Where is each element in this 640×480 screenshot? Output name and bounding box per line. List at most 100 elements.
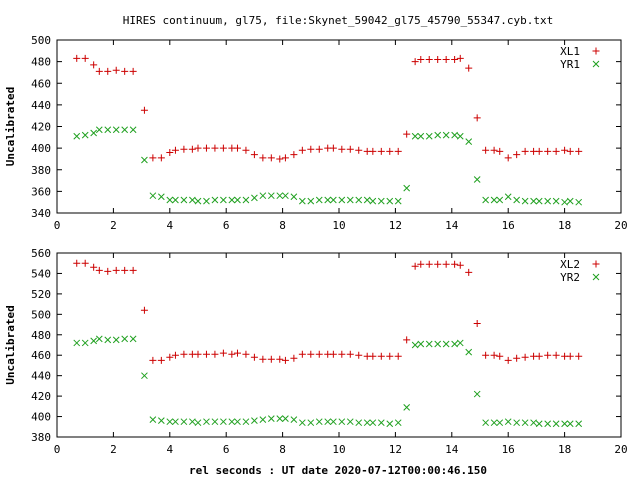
plus-point (346, 350, 354, 358)
plus-point (281, 154, 289, 162)
cross-point (276, 192, 284, 200)
cross-point (228, 196, 236, 204)
y-tick-label: 540 (31, 267, 51, 280)
plus-point (112, 66, 120, 74)
cross-point (575, 198, 583, 206)
cross-point (251, 194, 258, 202)
cross-point (95, 335, 103, 343)
plus-point (121, 67, 129, 75)
cross-point (363, 196, 371, 204)
plus-point (504, 154, 512, 162)
cross-point (276, 415, 284, 422)
plus-point (434, 260, 442, 268)
y-tick-label: 400 (31, 142, 51, 155)
cross-point (544, 197, 552, 205)
cross-point (355, 196, 363, 204)
legend-marker (592, 60, 600, 68)
plus-point (166, 148, 174, 156)
cross-point (166, 418, 174, 426)
cross-point (307, 197, 315, 205)
plus-point (456, 54, 464, 62)
plus-point (242, 146, 250, 154)
plus-point (233, 349, 241, 357)
plus-point (259, 154, 267, 162)
cross-point (482, 419, 489, 427)
legend-label: XL2 (560, 258, 580, 271)
plus-point (552, 147, 560, 155)
cross-point (324, 418, 332, 426)
x-tick-label: 4 (166, 443, 173, 456)
cross-point (104, 126, 112, 134)
y-tick-label: 420 (31, 390, 51, 403)
cross-point (490, 196, 498, 204)
plus-point (281, 356, 289, 364)
plus-point (290, 354, 298, 362)
plus-point (202, 350, 210, 358)
cross-point (267, 192, 275, 200)
cross-point (346, 196, 354, 204)
cross-point (290, 416, 298, 423)
cross-point (377, 419, 385, 427)
cross-point (403, 184, 411, 192)
cross-point (369, 419, 377, 427)
cross-point (566, 197, 574, 205)
plus-point (521, 147, 529, 155)
plus-point (369, 147, 377, 155)
cross-point (425, 340, 433, 348)
cross-point (411, 132, 419, 140)
cross-point (530, 419, 537, 427)
cross-point (242, 196, 250, 204)
plus-point (73, 259, 81, 267)
cross-point (346, 418, 354, 426)
cross-point (112, 336, 120, 344)
plus-point (403, 130, 411, 138)
cross-point (535, 197, 543, 205)
x-tick-label: 14 (445, 219, 459, 232)
cross-point (73, 132, 81, 140)
cross-point (104, 336, 112, 344)
plus-point (149, 356, 157, 364)
cross-point (504, 193, 512, 201)
plus-point (95, 266, 103, 274)
cross-point (561, 420, 568, 428)
cross-point (112, 126, 120, 134)
plus-point (521, 353, 529, 361)
cross-point (521, 419, 529, 427)
cross-point (490, 419, 498, 427)
plus-point (121, 266, 129, 274)
plus-point (417, 260, 425, 268)
y-tick-label: 400 (31, 411, 51, 424)
x-tick-label: 12 (389, 219, 402, 232)
cross-point (535, 420, 543, 428)
legend-label: XL1 (560, 45, 580, 58)
cross-point (386, 197, 394, 205)
plus-point (228, 350, 236, 358)
plus-point (425, 55, 433, 63)
plus-point (504, 356, 512, 364)
cross-point (73, 339, 81, 347)
cross-point (141, 372, 148, 380)
cross-point (194, 419, 202, 427)
plus-point (575, 352, 583, 360)
y-tick-label: 440 (31, 370, 51, 383)
plus-point (394, 352, 402, 360)
cross-point (211, 196, 219, 204)
plus-point (561, 146, 569, 154)
cross-point (194, 197, 202, 205)
x-tick-label: 8 (279, 443, 286, 456)
cross-point (330, 418, 337, 426)
cross-point (251, 417, 258, 424)
cross-point (544, 420, 552, 428)
plus-point (95, 67, 103, 75)
plus-point (112, 266, 120, 274)
plus-point (211, 350, 219, 358)
plus-point (329, 350, 337, 358)
plus-point (250, 151, 258, 159)
y-tick-label: 560 (31, 247, 51, 260)
plus-point (276, 155, 284, 163)
x-axis-label: rel seconds : UT date 2020-07-12T00:00:4… (189, 464, 487, 477)
cross-point (496, 419, 504, 427)
cross-point (81, 339, 89, 347)
plot-frame (56, 252, 622, 438)
plus-point (425, 260, 433, 268)
